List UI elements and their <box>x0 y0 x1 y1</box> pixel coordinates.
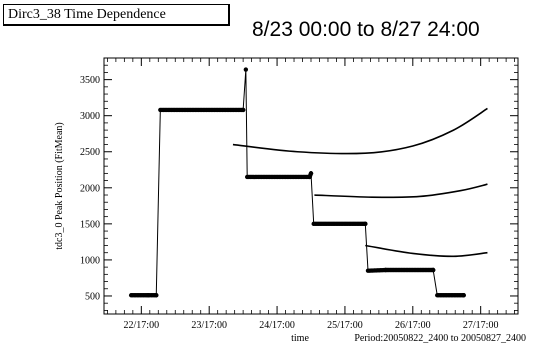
x-tick-label: 23/17:00 <box>191 320 227 331</box>
plot-border <box>103 57 519 315</box>
data-point <box>154 293 159 298</box>
x-axis-period-note: Period:20050822_2400 to 20050827_2400 <box>354 333 526 344</box>
axis-ticks: 500 1000 1500 2000 2500 3000 3500 22/17:00 23/17… <box>80 58 518 331</box>
x-axis-title: time <box>291 333 309 344</box>
data-point <box>461 293 466 298</box>
x-tick-label: 26/17:00 <box>395 320 431 331</box>
x-tick-label: 22/17:00 <box>124 320 160 331</box>
y-tick-label: 500 <box>85 291 100 302</box>
overlay-curve <box>314 183 488 199</box>
overlay-curve <box>365 244 488 258</box>
panel-title: Dirc3_38 Time Dependence <box>8 7 166 22</box>
y-tick-label: 3500 <box>80 75 100 86</box>
data-series <box>128 67 466 298</box>
overlay-curves <box>232 107 488 258</box>
y-tick-label: 3000 <box>80 111 100 122</box>
y-tick-label: 1500 <box>80 219 100 230</box>
data-point <box>430 267 436 273</box>
y-axis-title: tdc3_0 Peak Position (FitMean) <box>54 122 65 250</box>
series-line <box>131 69 464 296</box>
data-point <box>240 107 246 113</box>
panel-title-box: Dirc3_38 Time Dependence <box>3 4 230 26</box>
plot-frame <box>103 57 519 315</box>
data-point <box>363 221 368 227</box>
x-tick-label: 25/17:00 <box>327 320 363 331</box>
data-point <box>308 171 314 176</box>
y-tick-label: 1000 <box>80 255 100 266</box>
overlay-curve <box>232 107 488 155</box>
x-tick-label: 24/17:00 <box>259 320 295 331</box>
x-tick-label: 27/17:00 <box>463 320 499 331</box>
date-range-headline: 8/23 00:00 to 8/27 24:00 <box>252 18 480 41</box>
y-tick-label: 2500 <box>80 147 100 158</box>
y-tick-label: 2000 <box>80 183 100 194</box>
data-point <box>243 67 249 72</box>
